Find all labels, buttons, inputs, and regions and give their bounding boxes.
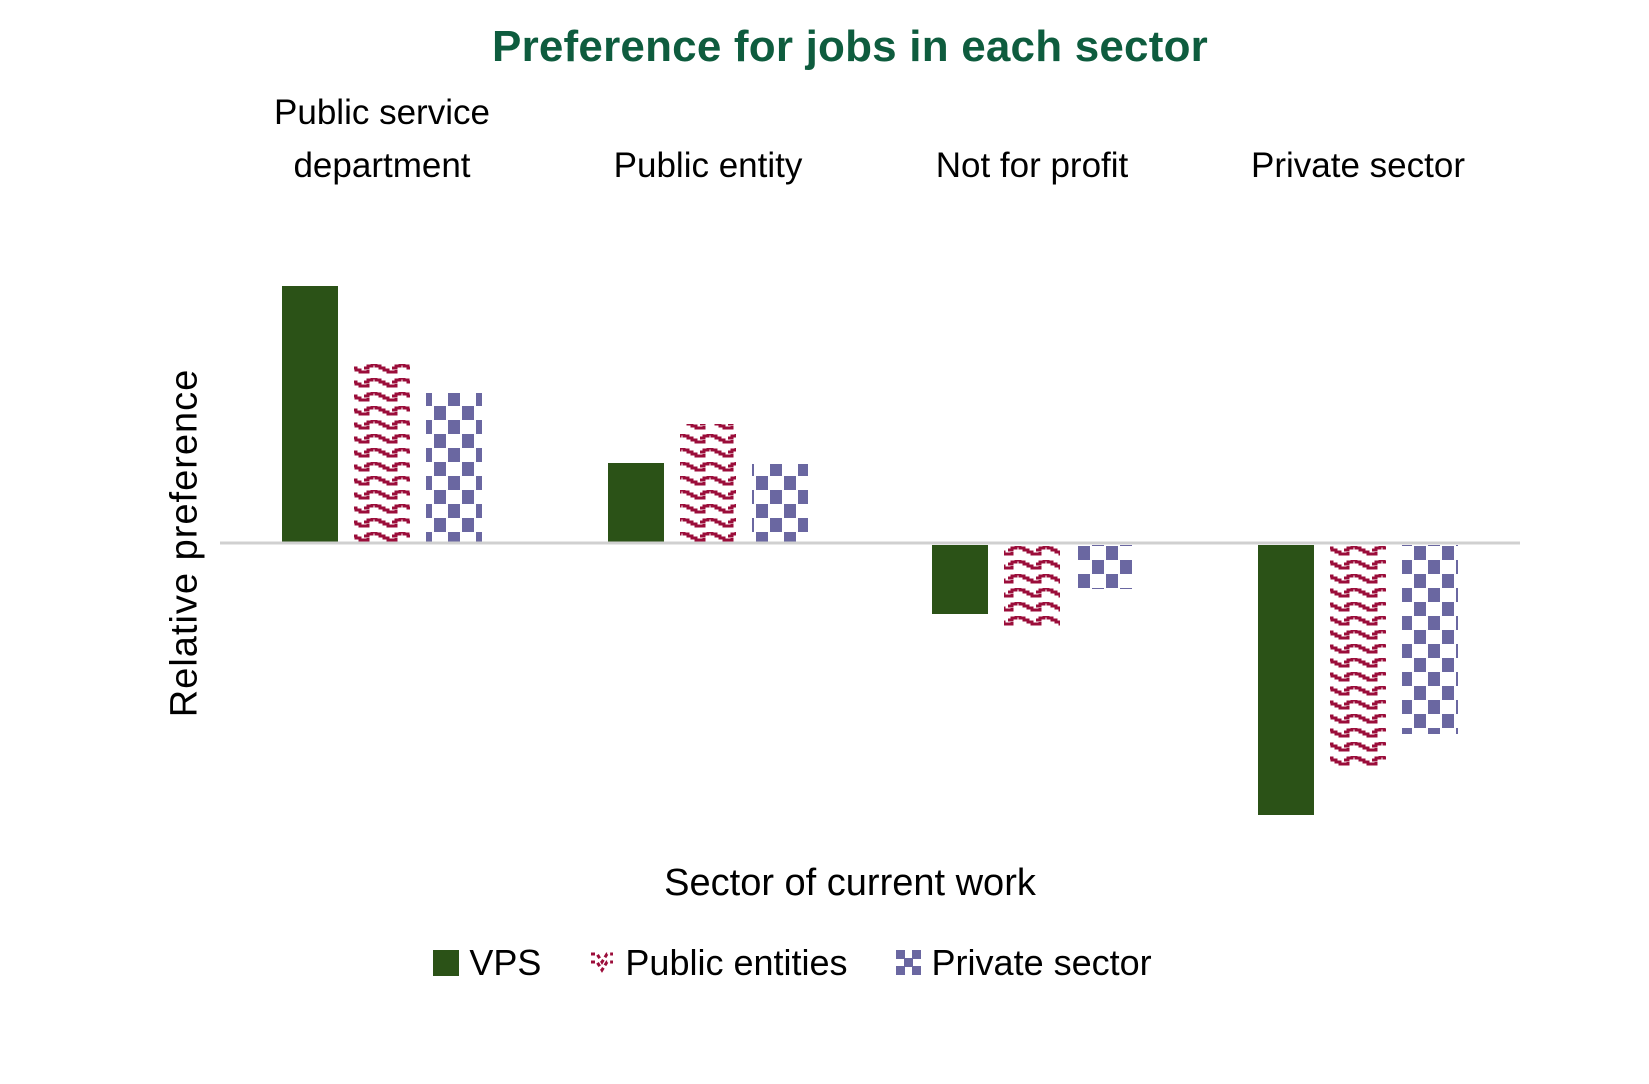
category-label: Not for profit bbox=[935, 146, 1129, 185]
bar-vps-public-entity bbox=[608, 463, 664, 543]
bar-private-sector-private-sector bbox=[1402, 545, 1458, 734]
legend-item-private-sector: Private sector bbox=[895, 942, 1152, 984]
legend-label: VPS bbox=[469, 942, 542, 983]
bar-public-entities-public-service-department bbox=[354, 362, 410, 543]
legend-swatch-icon bbox=[895, 950, 922, 976]
bar-public-entities-not-for-profit bbox=[1004, 545, 1060, 626]
chart-title: Preference for jobs in each sector bbox=[492, 22, 1208, 71]
legend-label: Private sector bbox=[931, 942, 1152, 983]
legend: VPS Public entities Private sector bbox=[0, 942, 1585, 984]
bar-private-sector-public-entity bbox=[752, 464, 808, 543]
bar-vps-not-for-profit bbox=[932, 545, 988, 614]
category-label: Private sector bbox=[1251, 146, 1465, 185]
legend-item-vps: VPS bbox=[433, 942, 541, 984]
bar-public-entities-public-entity bbox=[680, 424, 736, 543]
bar-private-sector-public-service-department bbox=[426, 393, 482, 543]
bar-public-entities-private-sector bbox=[1330, 545, 1386, 767]
bar-vps-public-service-department bbox=[282, 286, 338, 543]
legend-label: Public entities bbox=[625, 942, 848, 983]
category-label: Public entity bbox=[613, 146, 803, 185]
category-label: Public service department bbox=[274, 93, 490, 185]
legend-swatch-icon bbox=[433, 950, 460, 976]
legend-swatch-icon bbox=[589, 950, 616, 976]
bar-group bbox=[282, 286, 1458, 815]
legend-item-public-entities: Public entities bbox=[589, 942, 848, 984]
bar-vps-private-sector bbox=[1258, 545, 1314, 815]
bar-private-sector-not-for-profit bbox=[1076, 545, 1132, 589]
x-axis-label: Sector of current work bbox=[664, 862, 1036, 904]
